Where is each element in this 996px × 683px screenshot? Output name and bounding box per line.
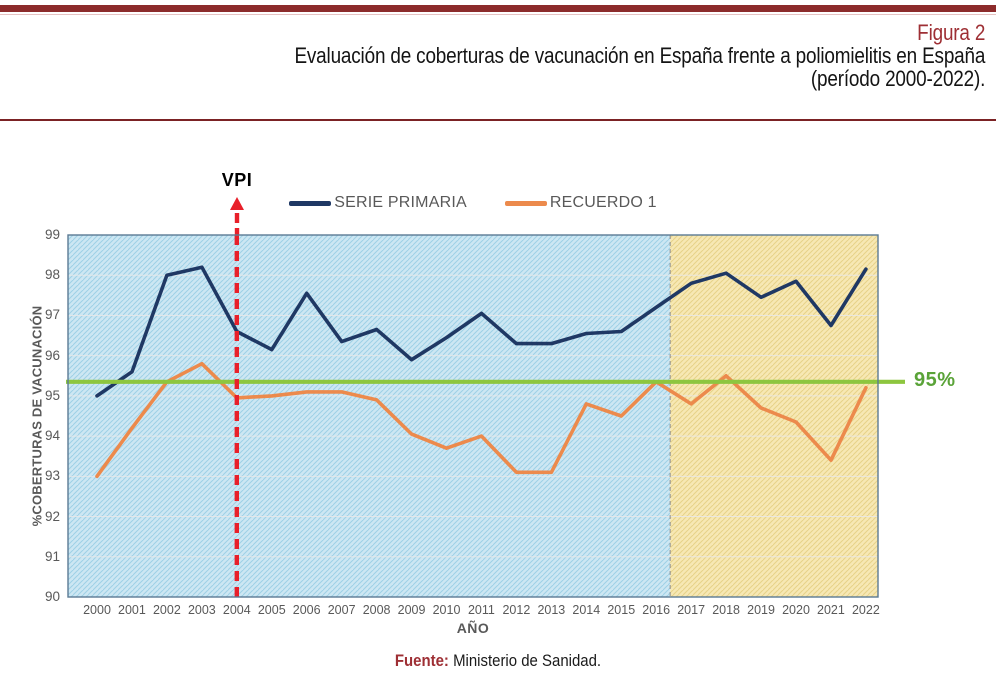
y-tick-label: 92 (44, 508, 60, 524)
y-tick-label: 93 (44, 468, 60, 484)
x-tick-label: 2021 (817, 603, 845, 617)
legend-label-recuerdo-1: RECUERDO 1 (549, 194, 657, 211)
top-accent-subline (0, 14, 996, 15)
x-tick-label: 2011 (467, 603, 495, 617)
source-text: Ministerio de Sanidad. (448, 651, 602, 670)
legend: SERIE PRIMARIA RECUERDO 1 (68, 193, 878, 213)
source-label: Fuente: (394, 651, 449, 670)
x-tick-label: 2000 (83, 603, 111, 617)
x-tick-label: 2013 (537, 603, 566, 617)
y-tick-label: 90 (44, 589, 60, 604)
plot-svg (66, 234, 905, 598)
x-tick-label: 2019 (747, 603, 775, 617)
legend-swatch-recuerdo-1 (504, 200, 547, 206)
figure-label: Figura 2 (916, 20, 985, 45)
x-tick-label: 2018 (712, 603, 740, 617)
x-tick-label: 2014 (572, 603, 601, 617)
legend-item-recuerdo-1: RECUERDO 1 (504, 194, 657, 212)
y-axis-title: %COBERTURAS DE VACUNACIÓN (29, 305, 45, 527)
x-tick-label: 2017 (677, 603, 706, 617)
legend-item-serie-primaria: SERIE PRIMARIA (289, 194, 467, 212)
y-tick-label: 95 (44, 387, 60, 403)
header-divider (0, 119, 996, 121)
x-tick-label: 2008 (362, 603, 391, 617)
figure-header: Figura 2 Evaluación de coberturas de vac… (294, 21, 985, 90)
series-line-recuerdo-1 (95, 361, 868, 479)
y-tick-label: 94 (44, 428, 60, 444)
y-tick-label: 96 (44, 347, 60, 363)
plot-border (67, 234, 879, 598)
y-tick-label: 98 (44, 267, 60, 283)
x-tick-label: 2007 (327, 603, 356, 617)
region-pre-2016 (68, 235, 671, 597)
legend-swatch-serie-primaria (289, 200, 332, 206)
source-note: Fuente: Ministerio de Sanidad. (60, 651, 936, 671)
x-tick-label: 2010 (432, 603, 461, 617)
x-tick-label: 2009 (397, 603, 426, 617)
vpi-arrow-icon (230, 197, 244, 236)
x-tick-label: 2016 (642, 603, 671, 617)
x-tick-label: 2015 (607, 603, 636, 617)
figure-title: Evaluación de coberturas de vacunación e… (294, 44, 985, 90)
y-tick-label: 99 (44, 227, 60, 242)
vpi-annotation-label: VPI (221, 170, 253, 190)
top-accent-bar (0, 5, 996, 12)
legend-label-serie-primaria: SERIE PRIMARIA (334, 194, 467, 211)
x-tick-label: 2002 (152, 603, 181, 617)
x-tick-label: 2005 (257, 603, 286, 617)
x-tick-label: 2004 (222, 603, 251, 617)
y-tick-label: 91 (44, 548, 60, 564)
region-post-2016 (670, 235, 878, 597)
x-tick-label: 2012 (502, 603, 531, 617)
plot-area (66, 234, 905, 598)
figure-title-line-2: (período 2000-2022). (810, 66, 985, 91)
figure-title-line-1: Evaluación de coberturas de vacunación e… (294, 43, 985, 68)
y-tick-label: 97 (44, 307, 60, 323)
threshold-label: 95% (914, 369, 956, 391)
x-axis-title: AÑO (456, 620, 490, 636)
x-tick-label: 2001 (118, 603, 146, 617)
x-tick-label: 2020 (782, 603, 810, 617)
series-line-serie-primaria (95, 265, 868, 398)
x-tick-label: 2003 (187, 603, 216, 617)
x-tick-label: 2006 (292, 603, 321, 617)
x-tick-label: 2022 (851, 603, 880, 617)
